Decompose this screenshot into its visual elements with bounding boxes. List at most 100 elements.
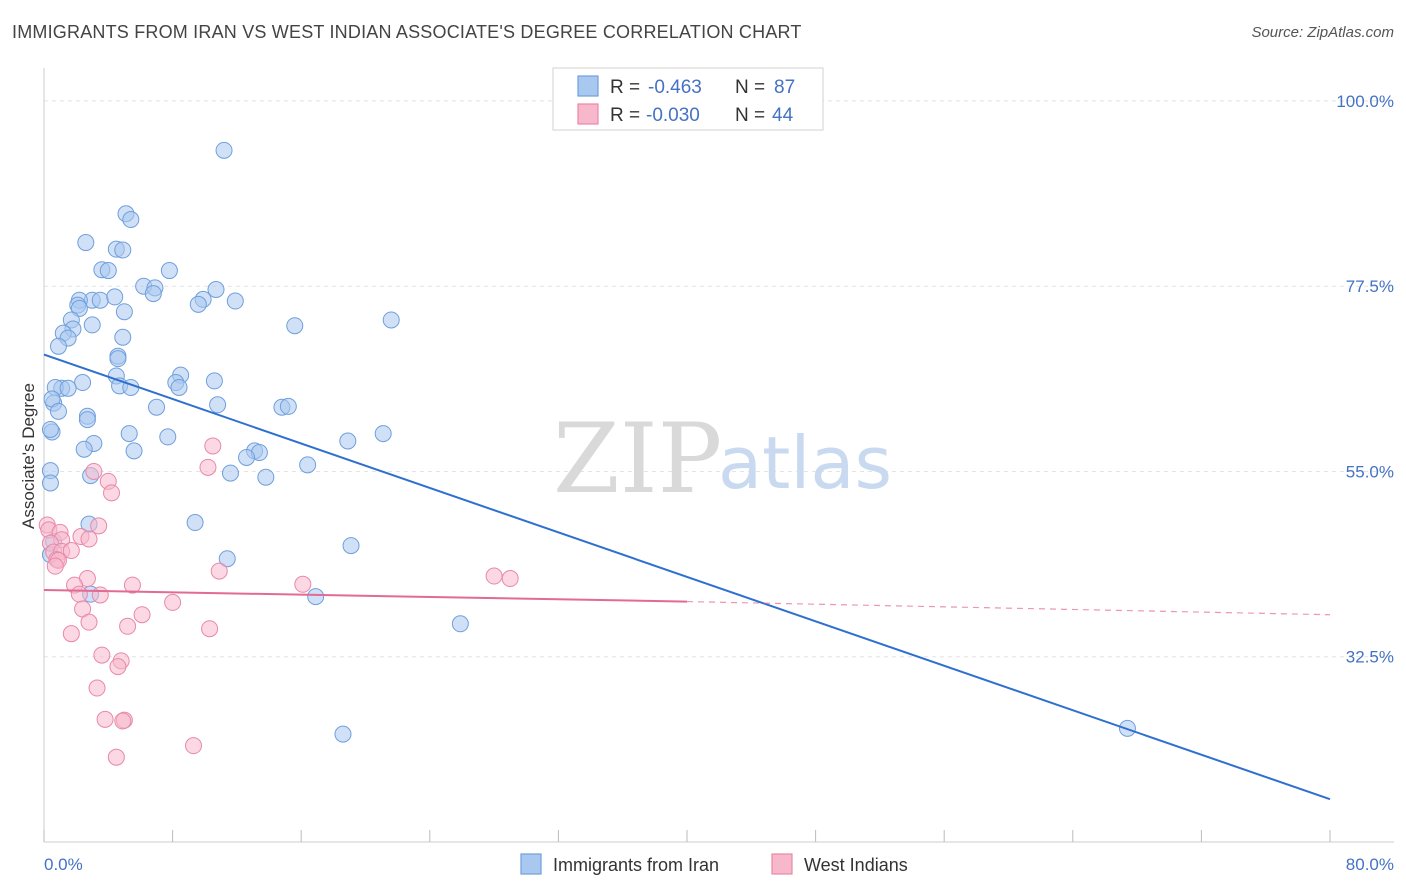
data-point: [184, 737, 202, 755]
bottom-legend-label-iran: Immigrants from Iran: [553, 855, 719, 875]
legend-r-value: -0.463: [648, 77, 702, 98]
data-point: [186, 514, 204, 532]
data-point: [41, 420, 59, 438]
chart-title: IMMIGRANTS FROM IRAN VS WEST INDIAN ASSO…: [12, 22, 802, 42]
data-point: [80, 613, 98, 631]
data-point: [122, 211, 140, 229]
data-point: [115, 303, 133, 321]
data-point: [120, 425, 138, 443]
data-point: [96, 710, 114, 728]
data-point: [91, 291, 109, 309]
x-axis-ticks: [43, 830, 1331, 842]
trend-line: [43, 589, 688, 603]
data-point: [91, 586, 109, 604]
x-tick-label-max: 80.0%: [1346, 855, 1394, 874]
data-point: [106, 288, 124, 306]
data-point: [189, 295, 207, 313]
data-point: [62, 542, 80, 560]
legend-r-label: R =: [610, 77, 640, 98]
data-point: [49, 402, 67, 420]
trend-line-extension: [686, 600, 1331, 616]
y-tick-label: 77.5%: [1346, 277, 1394, 296]
data-point: [103, 484, 121, 502]
trend-lines: [43, 353, 1331, 801]
y-tick-label: 55.0%: [1346, 462, 1394, 481]
data-point: [114, 328, 132, 346]
watermark-zip: ZIP: [553, 403, 722, 515]
gridlines: [44, 100, 1394, 658]
data-point: [144, 285, 162, 303]
data-point: [70, 585, 88, 603]
data-point: [41, 474, 59, 492]
data-point: [70, 299, 88, 317]
legend-n-value: 44: [772, 105, 794, 126]
data-point: [210, 562, 228, 580]
data-point: [123, 576, 141, 594]
data-point: [80, 530, 98, 548]
data-point: [226, 292, 244, 310]
data-point: [114, 241, 132, 259]
bottom-legend-swatch-iran: [520, 853, 542, 875]
legend-r-label: R =: [610, 105, 640, 126]
data-point: [334, 725, 352, 743]
data-point: [207, 280, 225, 298]
data-point: [75, 440, 93, 458]
data-point: [49, 337, 67, 355]
series-west-indians: [38, 437, 519, 766]
data-point: [238, 448, 256, 466]
data-point: [205, 372, 223, 390]
data-point: [109, 350, 127, 368]
trend-line: [43, 353, 1331, 801]
data-point: [59, 379, 77, 397]
data-point: [83, 316, 101, 334]
data-point: [170, 378, 188, 396]
legend-n-label: N =: [735, 77, 765, 98]
data-point: [501, 570, 519, 588]
data-point: [125, 442, 143, 460]
data-point: [451, 615, 469, 633]
data-point: [279, 397, 297, 415]
data-point: [90, 517, 108, 535]
data-point: [339, 432, 357, 450]
legend-n-value: 87: [774, 77, 795, 98]
bottom-legend: Immigrants from Iran West Indians: [520, 853, 908, 875]
data-point: [164, 593, 182, 611]
y-tick-label: 32.5%: [1346, 648, 1394, 667]
data-point: [46, 557, 64, 575]
data-point: [107, 748, 125, 766]
legend-swatch-iran: [577, 75, 599, 97]
data-point: [133, 606, 151, 624]
data-point: [299, 456, 317, 474]
data-point: [78, 411, 96, 429]
data-point: [286, 317, 304, 335]
data-point: [160, 262, 178, 280]
data-point: [218, 550, 236, 568]
data-point: [114, 712, 132, 730]
data-point: [221, 464, 239, 482]
data-point: [99, 262, 117, 280]
data-point: [85, 462, 103, 480]
data-point: [62, 625, 80, 643]
data-point: [294, 575, 312, 593]
data-point: [209, 396, 227, 414]
legend-n-label: N =: [735, 105, 765, 126]
data-point: [199, 458, 217, 476]
data-point: [374, 425, 392, 443]
y-tick-label: 100.0%: [1336, 92, 1394, 111]
data-point: [93, 646, 111, 664]
legend-r-value: -0.030: [646, 105, 700, 126]
watermark-atlas: atlas: [718, 421, 892, 505]
source-label: Source: ZipAtlas.com: [1251, 24, 1394, 41]
legend-swatch-west-indians: [577, 103, 599, 125]
data-point: [485, 567, 503, 585]
data-point: [77, 234, 95, 252]
data-point: [257, 468, 275, 486]
data-point: [109, 658, 127, 676]
data-point: [215, 141, 233, 159]
data-point: [119, 617, 137, 635]
data-point: [88, 679, 106, 697]
data-point: [201, 620, 219, 638]
data-point: [204, 437, 222, 455]
data-point: [74, 374, 92, 392]
